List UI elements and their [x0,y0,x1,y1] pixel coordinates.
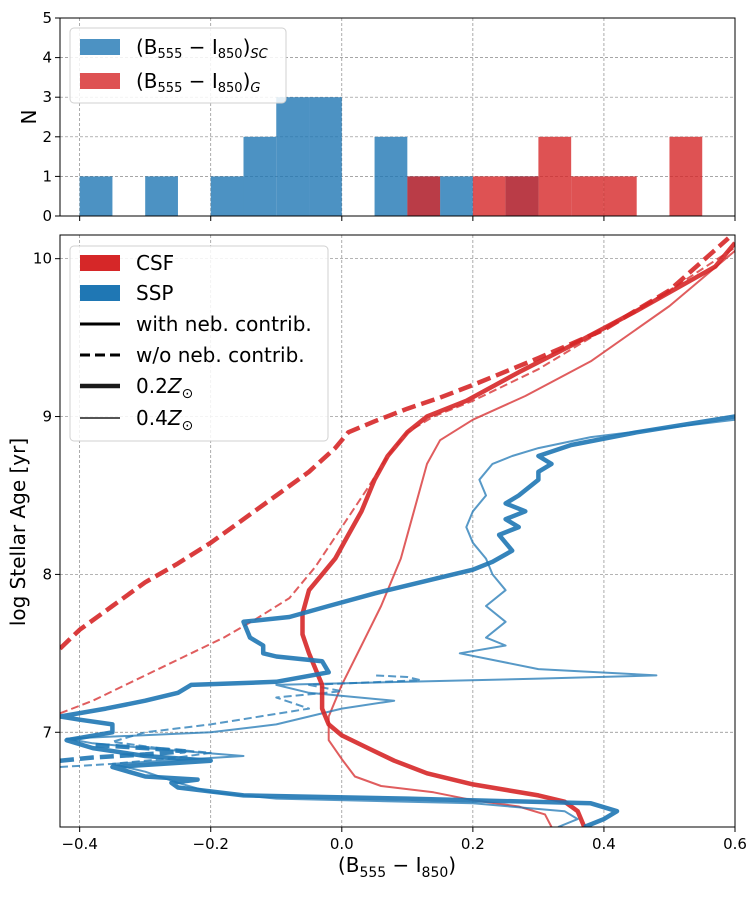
histogram-frame [59,17,736,217]
histogram-y-tick-label: 0 [42,207,52,225]
tracks-x-tick-label: 0.0 [330,835,354,853]
histogram-y-tick-label: 3 [42,88,52,106]
histogram-bar-g [407,176,441,216]
tracks-x-tick-label: 0.4 [592,835,616,853]
tracks-x-label: (B555 − I850) [338,853,456,881]
legend-swatch-ssp [80,285,120,301]
track-csf-neb-z04 [327,250,735,827]
histogram-bar-sc [309,97,342,216]
legend-label-without-neb: w/o neb. contrib. [136,343,305,367]
track-ssp-no-neb-z02 [60,742,187,763]
legend-label-csf: CSF [136,251,174,275]
tracks-x-tick-label: −0.4 [61,835,97,853]
tracks-x-ticks: −0.4 −0.2 0.0 0.2 0.4 0.6 [61,827,747,853]
tracks-y-label: log Stellar Age [yr] [6,438,30,626]
tracks-x-tick-label: −0.2 [193,835,229,853]
tracks-lines [60,236,735,827]
histogram-bar-sc [210,176,244,216]
tracks-y-ticks: 7 8 9 10 [33,250,60,741]
tracks-legend-box [69,245,329,442]
track-csf-neb-z02 [300,241,735,827]
legend-label-z04: 0.4Z⊙ [136,406,193,434]
histogram-bar-sc [374,136,408,216]
histogram-bar-sc [243,136,277,216]
legend-label-with-neb: with neb. contrib. [136,312,312,336]
histogram-y-ticks: 0 1 2 3 4 5 [42,9,60,225]
histogram-x-ticks [79,216,736,221]
track-ssp-neb-z04 [65,418,735,827]
histogram-bars [79,97,703,216]
legend-label-sc: (B555 − I850)SC [136,35,269,62]
tracks-y-tick-label: 10 [33,250,52,268]
histogram-y-tick-label: 2 [42,128,52,146]
tracks-frame [59,234,736,828]
tracks-y-tick-label: 7 [42,723,52,741]
tracks-x-tick-label: 0.2 [461,835,485,853]
track-csf-no-neb-z02 [60,236,730,651]
histogram-y-tick-label: 4 [42,49,52,67]
histogram-bar-g [538,136,572,216]
legend-label-g: (B555 − I850)G [136,69,260,96]
legend-label-z02: 0.2Z⊙ [136,374,193,402]
tracks-panel: 7 8 9 10 −0.4 −0.2 0.0 0.2 0.4 0.6 log Stellar A… [6,234,747,881]
track-ssp-neb-z02 [60,414,735,827]
histogram-bar-sc [440,176,473,216]
legend-swatch-sc [80,39,120,55]
track-csf-no-neb-z04 [60,246,735,715]
histogram-bar-g [472,176,506,216]
histogram-y-tick-label: 5 [42,9,52,27]
histogram-bar-g [571,176,604,216]
track-ssp-no-neb-z04 [60,674,422,768]
histogram-bar-g [669,136,703,216]
legend-label-ssp: SSP [136,281,173,305]
tracks-legend: CSF SSP with neb. contrib. w/o neb. cont… [69,245,329,442]
histogram-bar-sc [79,176,113,216]
histogram-legend-box [69,27,287,104]
legend-swatch-g [80,73,120,89]
histogram-y-label: N [17,110,41,125]
tracks-y-tick-label: 8 [42,565,52,583]
histogram-bar-g [603,176,637,216]
histogram-legend: (B555 − I850)SC (B555 − I850)G [69,27,287,104]
histogram-y-tick-label: 1 [42,167,52,185]
tracks-x-tick-label: 0.6 [723,835,747,853]
histogram-panel: 0 1 2 3 4 5 N (B555 − I850)SC (B555 − I850)G [17,9,736,225]
histogram-bar-sc [145,176,178,216]
histogram-bar-g [505,176,539,216]
legend-swatch-csf [80,255,120,271]
tracks-y-tick-label: 9 [42,408,52,426]
histogram-bar-sc [276,97,310,216]
